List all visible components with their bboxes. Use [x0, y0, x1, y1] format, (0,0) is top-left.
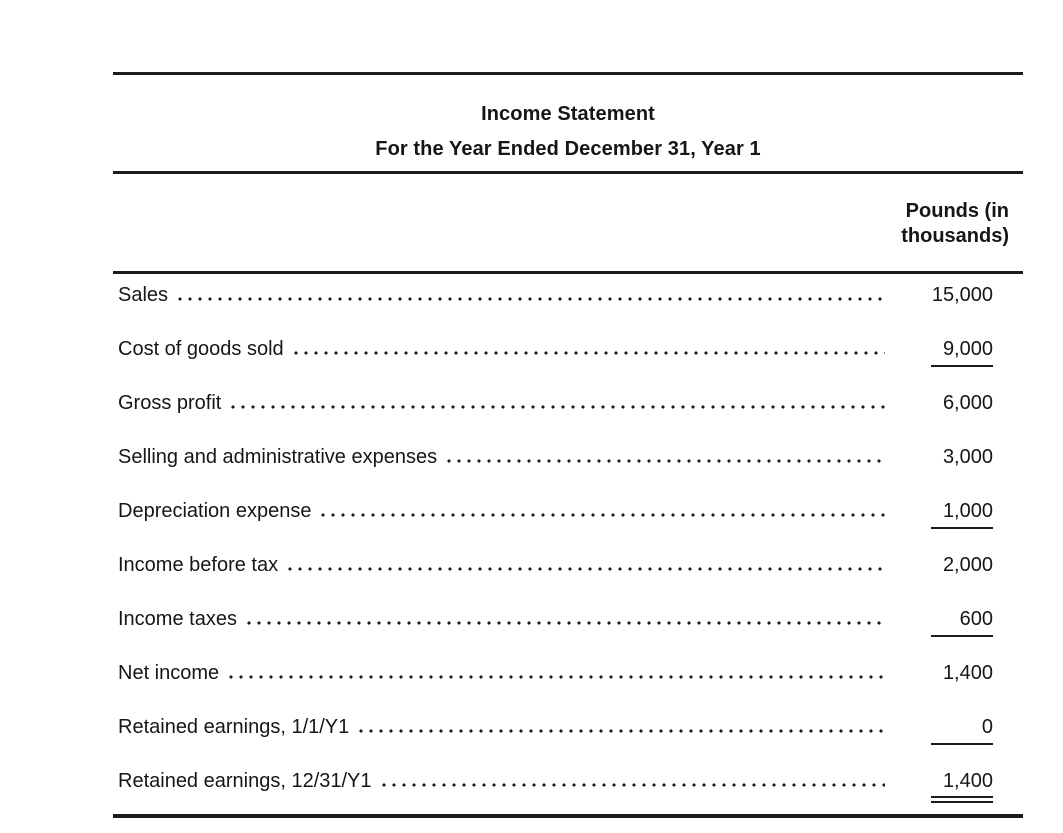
table-row: Gross profit 6,000 [113, 382, 1023, 436]
row-value: 1,400 [942, 662, 993, 684]
row-value: 2,000 [942, 554, 993, 576]
dot-leader [226, 675, 885, 679]
table-row: Retained earnings, 12/31/Y1 1,400 [113, 760, 1023, 814]
dot-leader [228, 405, 885, 409]
dot-leader [378, 783, 885, 787]
row-value: 600 [931, 608, 993, 637]
table-row: Selling and administrative expenses 3,00… [113, 436, 1023, 490]
row-value: 9,000 [931, 338, 993, 367]
row-value: 0 [931, 716, 993, 745]
row-value: 3,000 [942, 446, 993, 468]
row-label: Net income [118, 662, 220, 684]
row-label: Gross profit [118, 392, 222, 414]
table-row: Income taxes 600 [113, 598, 1023, 652]
statement-title: Income Statement [481, 103, 655, 125]
row-label: Retained earnings, 12/31/Y1 [118, 770, 372, 792]
row-value: 6,000 [942, 392, 993, 414]
column-header-pounds: Pounds (in thousands) [901, 200, 1009, 247]
table-row: Net income 1,400 [113, 652, 1023, 706]
table-row: Income before tax 2,000 [113, 544, 1023, 598]
row-value: 1,400 [931, 770, 993, 803]
row-label: Sales [118, 284, 169, 306]
column-header-row: Pounds (in thousands) [113, 174, 1023, 274]
table-row: Retained earnings, 1/1/Y1 0 [113, 706, 1023, 760]
row-label: Income before tax [118, 554, 279, 576]
row-label: Cost of goods sold [118, 338, 284, 360]
table-row: Cost of goods sold 9,000 [113, 328, 1023, 382]
row-label: Retained earnings, 1/1/Y1 [118, 716, 350, 738]
dot-leader [290, 351, 885, 355]
dot-leader [285, 567, 885, 571]
dot-leader [243, 621, 885, 625]
dot-leader [318, 513, 885, 517]
row-value: 15,000 [931, 284, 993, 306]
row-label: Selling and administrative expenses [118, 446, 438, 468]
dot-leader [356, 729, 885, 733]
row-value: 1,000 [931, 500, 993, 529]
statement-header: Income Statement For the Year Ended Dece… [113, 75, 1023, 174]
row-label: Income taxes [118, 608, 237, 630]
row-label: Depreciation expense [118, 500, 312, 522]
dot-leader [175, 297, 885, 301]
income-statement-table: Income Statement For the Year Ended Dece… [113, 72, 1023, 818]
table-row: Sales 15,000 [113, 274, 1023, 328]
dot-leader [444, 459, 885, 463]
statement-subtitle: For the Year Ended December 31, Year 1 [375, 138, 761, 160]
table-row: Depreciation expense 1,000 [113, 490, 1023, 544]
statement-rows: Sales 15,000 Cost of goods sold 9,000 Gr… [113, 274, 1023, 814]
